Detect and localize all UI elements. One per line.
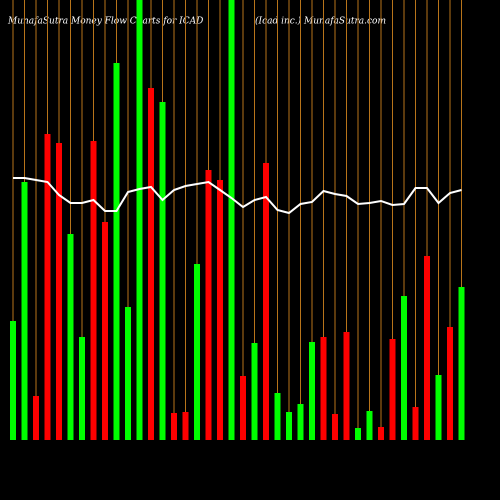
bar [458,287,465,440]
bar [67,234,74,440]
bar [113,63,120,440]
bar [159,102,166,440]
bar [274,393,281,440]
bar [79,337,85,440]
bar [171,413,177,440]
bar [240,376,246,440]
bar [228,0,235,440]
bar [205,170,212,440]
bar [251,343,258,440]
bar [378,427,384,440]
bar [56,143,62,440]
bar [44,134,51,440]
bar [389,339,396,440]
bar [90,141,97,440]
bar [343,332,350,440]
bar [297,404,304,440]
bar [21,182,28,440]
bar [366,411,373,440]
bar [102,222,108,440]
bar [33,396,39,440]
bar [136,0,143,440]
money-flow-line [13,177,462,215]
bar [286,412,292,440]
bar [412,407,419,440]
bar [125,307,131,440]
chart-subtitle: (Icad inc.) MunafaSutra.com [255,16,386,27]
bar [355,428,361,440]
bar [424,256,430,440]
bar [182,412,189,440]
bar [148,88,154,440]
bar [10,321,16,440]
bar [447,327,453,440]
bar [194,264,200,440]
bar [435,375,442,440]
bar [309,342,315,440]
bar [263,163,269,440]
bar [332,414,338,440]
bar [401,296,407,440]
bar [320,337,327,440]
bar [217,180,223,440]
